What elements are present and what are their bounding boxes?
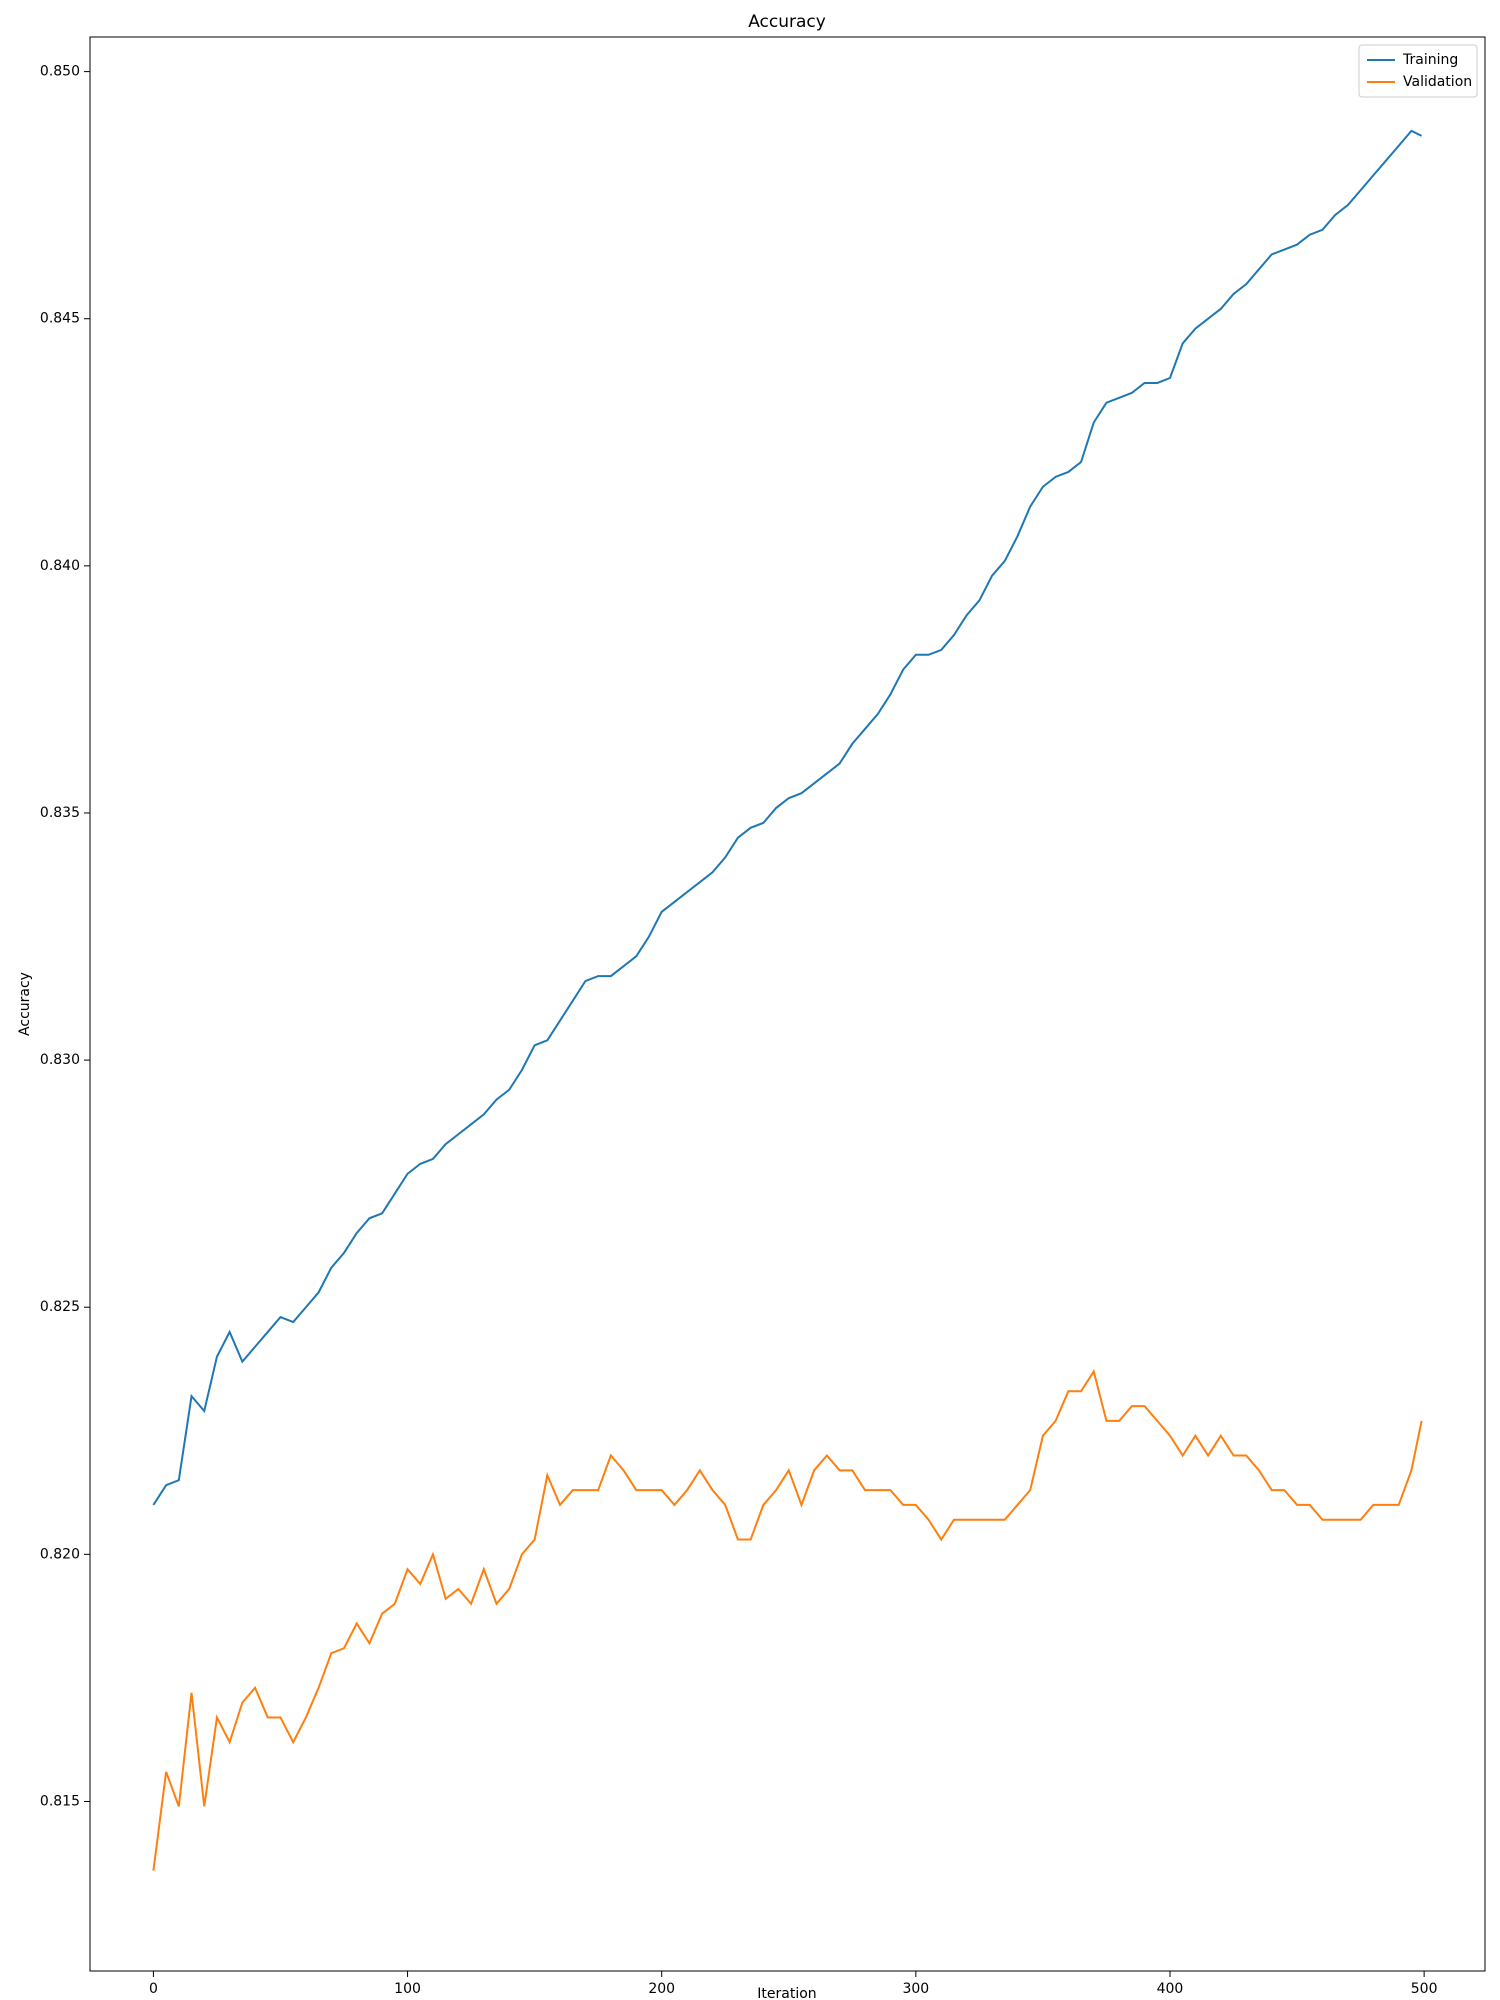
y-tick-label: 0.850: [40, 64, 80, 80]
y-tick-label: 0.830: [40, 1052, 80, 1068]
chart-title: Accuracy: [748, 12, 826, 32]
y-tick-label: 0.815: [40, 1793, 80, 1809]
y-tick-label: 0.835: [40, 805, 80, 821]
y-tick-label: 0.820: [40, 1546, 80, 1562]
x-tick-label: 500: [1411, 1981, 1438, 1997]
x-tick-label: 200: [648, 1981, 675, 1997]
y-tick-label: 0.825: [40, 1299, 80, 1315]
series-line: [152, 129, 1423, 1506]
y-tick-label: 0.840: [40, 558, 80, 574]
x-tick-label: 0: [149, 1981, 158, 1997]
legend: Training Validation: [1358, 44, 1478, 98]
series-line: [152, 1369, 1423, 1871]
y-tick-label: 0.845: [40, 311, 80, 327]
legend-frame: [1358, 44, 1478, 98]
x-tick-label: 300: [902, 1981, 929, 1997]
plot-frame: [89, 36, 1486, 1972]
legend-label: Validation: [1403, 74, 1472, 90]
legend-label: Training: [1402, 52, 1458, 68]
x-tick-label: 100: [394, 1981, 421, 1997]
y-axis-label: Accuracy: [17, 972, 33, 1036]
x-axis-label: Iteration: [757, 1986, 816, 2000]
x-tick-label: 400: [1157, 1981, 1184, 1997]
